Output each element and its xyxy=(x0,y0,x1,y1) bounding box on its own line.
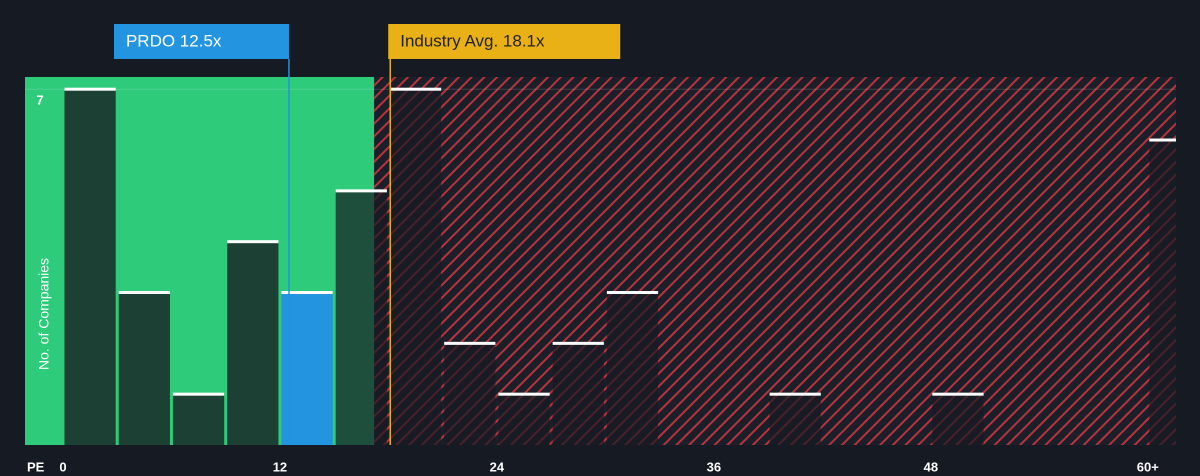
y-tick-label: 7 xyxy=(36,93,43,108)
bar xyxy=(769,394,821,445)
x-tick-label: 12 xyxy=(273,459,287,474)
bar-cap xyxy=(932,392,984,396)
x-tick-label: 60+ xyxy=(1137,459,1159,474)
bar xyxy=(444,343,496,445)
bar-cap xyxy=(172,392,225,396)
y-axis-label: No. of Companies xyxy=(36,258,52,370)
x-axis-label: PE xyxy=(27,459,45,474)
bar xyxy=(172,394,225,445)
bar-cap xyxy=(227,240,279,244)
bar-cap xyxy=(498,392,550,396)
bar xyxy=(389,89,442,445)
bar-cap xyxy=(606,291,659,295)
bar xyxy=(606,292,659,445)
bar xyxy=(64,89,116,445)
over-zone xyxy=(374,77,1177,445)
bar-cap xyxy=(1149,138,1176,142)
highlight-bar xyxy=(281,292,333,445)
bar xyxy=(1149,140,1176,445)
bar-cap xyxy=(118,291,170,295)
bar-cap xyxy=(64,87,116,91)
bar xyxy=(335,190,387,445)
bar xyxy=(552,343,604,445)
x-tick-label: 48 xyxy=(924,459,938,474)
bar-cap xyxy=(281,291,333,295)
bar xyxy=(227,241,279,445)
annotation-box xyxy=(388,24,621,59)
annotation-label: PRDO 12.5x xyxy=(126,31,222,50)
bar-cap xyxy=(552,341,604,345)
annotation-label: Industry Avg. 18.1x xyxy=(400,31,545,50)
bar-cap xyxy=(335,189,387,193)
x-tick-label: 24 xyxy=(490,459,505,474)
bar-cap xyxy=(389,87,442,91)
bar-cap xyxy=(769,392,821,396)
annotation-box xyxy=(113,24,289,59)
x-tick-label: 36 xyxy=(707,459,721,474)
bar-cap xyxy=(444,341,496,345)
bar xyxy=(118,292,170,445)
x-tick-label: 0 xyxy=(59,459,66,474)
bar xyxy=(932,394,984,445)
bars xyxy=(64,87,1176,445)
bar xyxy=(498,394,550,445)
